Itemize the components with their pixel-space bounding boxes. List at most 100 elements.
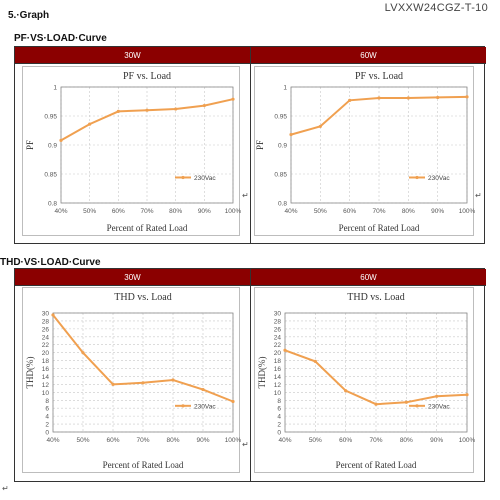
y-tick-label: 0.9 xyxy=(48,143,57,150)
data-point xyxy=(404,400,408,404)
x-tick-label: 60% xyxy=(339,437,352,444)
x-tick-label: 90% xyxy=(430,437,443,444)
data-point xyxy=(283,348,287,352)
data-point xyxy=(202,103,206,108)
legend-marker xyxy=(181,404,185,408)
panel-header-30w: 30W xyxy=(15,47,250,64)
pf-chart-60w: PF vs. Load 0.8 0.85 0.9 0.95 1 40% 50% 60% 70% 80… xyxy=(254,66,475,236)
y-axis-label: THD(%) xyxy=(257,357,267,389)
data-point xyxy=(436,95,440,100)
y-tick-label: 26 xyxy=(274,326,282,333)
y-tick-label: 4 xyxy=(277,414,281,421)
thd-chart-30w-svg: THD vs. Load0246810121416182022242628304… xyxy=(25,292,241,470)
return-mark: ↵ xyxy=(242,191,249,200)
thd-curve-heading: THD·VS·LOAD·Curve xyxy=(0,257,101,268)
x-tick-label: 50% xyxy=(83,208,96,215)
y-tick-label: 0.85 xyxy=(274,172,287,179)
y-tick-label: 24 xyxy=(274,334,282,341)
y-tick-label: 30 xyxy=(274,311,282,318)
y-axis-label: THD(%) xyxy=(25,357,35,389)
x-tick-label: 80% xyxy=(166,437,179,444)
x-tick-label: 40% xyxy=(278,437,291,444)
y-tick-label: 1 xyxy=(283,85,287,92)
legend-label: 230Vac xyxy=(194,403,216,410)
x-tick-label: 50% xyxy=(76,437,89,444)
x-tick-label: 100% xyxy=(459,437,475,444)
x-tick-label: 60% xyxy=(106,437,119,444)
data-point xyxy=(111,382,115,386)
return-mark: ↵ xyxy=(475,191,482,200)
x-tick-label: 50% xyxy=(309,437,322,444)
y-tick-label: 6 xyxy=(277,406,281,413)
section-title: 5.·Graph xyxy=(8,10,50,21)
chart-title: THD vs. Load xyxy=(347,292,405,303)
plot-area-frame xyxy=(290,86,468,204)
thd-chart-60w-svg: THD vs. Load0246810121416182022242628304… xyxy=(257,292,475,470)
x-tick-label: 40% xyxy=(46,437,59,444)
x-tick-label: 100% xyxy=(225,437,241,444)
y-tick-label: 18 xyxy=(274,358,282,365)
plot-area-frame xyxy=(284,312,468,433)
y-tick-label: 16 xyxy=(42,366,50,373)
y-tick-label: 26 xyxy=(42,326,50,333)
x-tick-label: 80% xyxy=(402,208,415,215)
data-point xyxy=(374,402,378,406)
x-axis-label: Percent of Rated Load xyxy=(107,223,188,233)
y-tick-label: 6 xyxy=(45,406,49,413)
data-point xyxy=(59,138,63,142)
x-tick-label: 70% xyxy=(372,208,385,215)
x-tick-label: 90% xyxy=(431,208,444,215)
pf-chart-30w: PF vs. Load 0.8 0.85 0.9 0.95 1 40% 50% 60% 70% 80… xyxy=(22,66,241,236)
x-tick-label: 40% xyxy=(284,208,297,215)
plot-area-frame xyxy=(60,86,234,204)
pf-chart-30w-svg: PF vs. Load 0.8 0.85 0.9 0.95 1 40% 50% 60% 70% 80… xyxy=(25,71,241,233)
x-axis-label: Percent of Rated Load xyxy=(336,460,417,470)
data-point xyxy=(88,122,92,126)
y-tick-label: 4 xyxy=(45,414,49,421)
data-point xyxy=(465,95,469,99)
y-tick-label: 0.8 xyxy=(48,201,57,208)
legend-marker xyxy=(415,175,419,180)
y-tick-label: 0 xyxy=(45,430,49,437)
panel-header-60w: 60W xyxy=(251,47,486,64)
x-tick-label: 70% xyxy=(369,437,382,444)
chart-title: PF vs. Load xyxy=(123,71,171,82)
data-point xyxy=(231,97,235,101)
y-tick-label: 0.8 xyxy=(278,201,287,208)
y-axis-label: PF xyxy=(255,140,265,150)
thd-cell-30w: 30W xyxy=(15,269,251,481)
data-point xyxy=(145,108,149,112)
x-tick-label: 60% xyxy=(112,208,125,215)
data-point xyxy=(201,387,205,392)
y-tick-label: 8 xyxy=(45,398,49,405)
thd-cell-60w: 60W xyxy=(251,269,486,481)
data-point xyxy=(51,313,55,317)
legend-marker xyxy=(415,404,419,408)
y-tick-label: 2 xyxy=(45,422,49,429)
return-mark: ↵ xyxy=(2,484,9,493)
x-tick-label: 40% xyxy=(54,208,67,215)
y-tick-label: 12 xyxy=(274,382,282,389)
data-point xyxy=(116,109,120,113)
y-tick-label: 20 xyxy=(42,350,50,357)
x-tick-label: 70% xyxy=(136,437,149,444)
pf-chart-60w-svg: PF vs. Load 0.8 0.85 0.9 0.95 1 40% 50% 60% 70% 80… xyxy=(255,71,475,233)
y-tick-label: 16 xyxy=(274,366,282,373)
x-tick-label: 60% xyxy=(343,208,356,215)
y-tick-label: 24 xyxy=(42,334,50,341)
legend-label: 230Vac xyxy=(194,175,216,182)
y-tick-label: 30 xyxy=(42,311,50,318)
x-tick-label: 80% xyxy=(400,437,413,444)
legend-label: 230Vac xyxy=(428,403,450,410)
data-point xyxy=(171,378,175,382)
y-tick-label: 18 xyxy=(42,358,50,365)
plot-area-frame xyxy=(52,312,234,433)
panel-header-30w: 30W xyxy=(15,269,250,286)
x-axis-label: Percent of Rated Load xyxy=(103,460,184,470)
pf-panel-table: 30W 60W xyxy=(14,46,486,244)
y-tick-label: 0.95 xyxy=(44,114,57,121)
return-mark: ↵ xyxy=(242,440,249,449)
y-tick-label: 0 xyxy=(277,430,281,437)
thd-chart-60w: THD vs. Load 0 2 4 6 8 10 12 14 16 18 20 22 24 26 28 30 4… xyxy=(254,287,475,473)
y-tick-label: 1 xyxy=(53,85,57,92)
